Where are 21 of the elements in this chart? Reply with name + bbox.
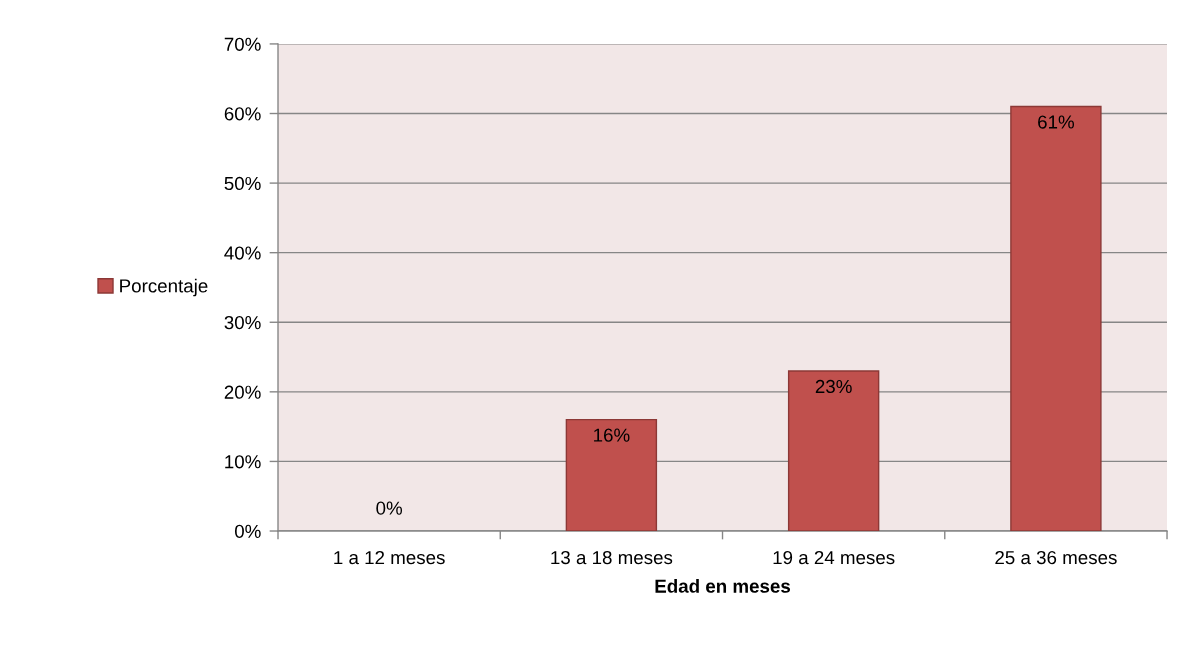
data-label: 61%	[1038, 115, 1074, 129]
data-label: 23%	[815, 379, 852, 394]
y-tick-label: 40%	[224, 246, 261, 260]
data-label: 16%	[594, 428, 630, 442]
y-tick-label: 70%	[224, 37, 261, 51]
bar	[787, 370, 880, 532]
bar	[565, 418, 658, 532]
x-tick-label: 13 a 18 meses	[551, 550, 673, 565]
data-label: 0%	[376, 501, 403, 515]
legend-label: Porcentaje	[120, 278, 208, 297]
x-tick-label: 1 a 12 meses	[334, 550, 445, 565]
y-tick-label: 60%	[224, 107, 261, 121]
y-tick-label: 20%	[224, 385, 261, 399]
x-tick-label: 19 a 24 meses	[773, 550, 895, 565]
y-tick-label: 30%	[224, 315, 261, 330]
y-tick-label: 10%	[225, 455, 261, 469]
x-tick-label: 25 a 36 meses	[995, 550, 1117, 565]
y-tick-label: 50%	[224, 176, 261, 191]
y-tick-label: 0%	[234, 524, 261, 538]
x-axis-title: Edad en meses	[655, 579, 791, 593]
bar	[1010, 105, 1102, 532]
